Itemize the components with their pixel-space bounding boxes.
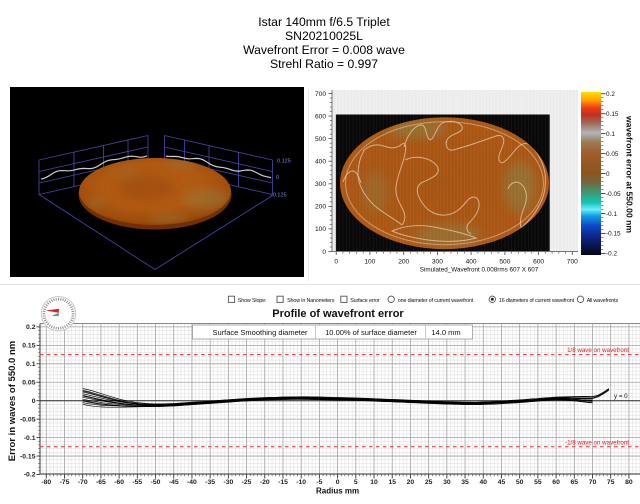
svg-text:700: 700 <box>315 91 326 98</box>
svg-text:-60: -60 <box>114 479 124 486</box>
svg-text:-65: -65 <box>96 479 106 486</box>
svg-text:60: 60 <box>552 479 560 486</box>
svg-text:-25: -25 <box>242 479 252 486</box>
svg-text:0.15: 0.15 <box>606 111 619 118</box>
svg-text:Error in waves of 550.0 nm: Error in waves of 550.0 nm <box>7 341 18 461</box>
svg-text:0.1: 0.1 <box>606 131 615 138</box>
svg-text:500: 500 <box>315 136 326 143</box>
svg-text:-1/8 wave on wavefront: -1/8 wave on wavefront <box>565 439 629 446</box>
svg-text:200: 200 <box>398 259 409 266</box>
svg-text:0.2: 0.2 <box>26 324 36 331</box>
svg-text:wavefront error at 550.00 nm: wavefront error at 550.00 nm <box>625 115 635 233</box>
svg-text:45: 45 <box>498 479 506 486</box>
svg-text:-35: -35 <box>205 479 215 486</box>
svg-text:300: 300 <box>432 259 443 266</box>
svg-text:20: 20 <box>407 479 415 486</box>
svg-text:15: 15 <box>388 479 396 486</box>
svg-text:0.15: 0.15 <box>22 343 35 350</box>
svg-text:600: 600 <box>533 259 544 266</box>
svg-text:700: 700 <box>567 259 578 266</box>
svg-text:75: 75 <box>607 479 615 486</box>
svg-text:-0.2: -0.2 <box>24 472 36 479</box>
svg-text:0.2: 0.2 <box>606 91 615 98</box>
svg-text:10.00% of surface diameter: 10.00% of surface diameter <box>325 328 417 337</box>
svg-text:100: 100 <box>364 259 375 266</box>
svg-text:30: 30 <box>443 479 451 486</box>
svg-text:-0.2: -0.2 <box>606 251 617 258</box>
svg-text:-20: -20 <box>260 479 270 486</box>
svg-text:0: 0 <box>32 398 36 405</box>
svg-text:-0.1: -0.1 <box>24 435 36 442</box>
svg-text:-0.05: -0.05 <box>606 191 621 198</box>
svg-text:200: 200 <box>315 204 326 211</box>
svg-text:0: 0 <box>276 175 279 181</box>
svg-text:-70: -70 <box>78 479 88 486</box>
svg-text:25: 25 <box>425 479 433 486</box>
svg-text:1/8 wave on wavefront: 1/8 wave on wavefront <box>567 347 629 354</box>
svg-text:100: 100 <box>315 226 326 233</box>
svg-text:Profile of wavefront error: Profile of wavefront error <box>272 308 404 320</box>
svg-text:Simulated_Wavefront 0.008rms: Simulated_Wavefront 0.008rms 607 X 607 <box>420 267 539 274</box>
svg-text:-50: -50 <box>151 479 161 486</box>
svg-text:0: 0 <box>336 479 340 486</box>
svg-text:Surface error: Surface error <box>350 298 380 304</box>
svg-text:y = 0: y = 0 <box>614 393 628 400</box>
svg-text:-10: -10 <box>296 479 306 486</box>
svg-text:0.125: 0.125 <box>277 159 291 165</box>
svg-text:400: 400 <box>315 159 326 166</box>
svg-text:65: 65 <box>571 479 579 486</box>
svg-text:-0.1: -0.1 <box>606 211 617 218</box>
svg-text:Show Slope:: Show Slope: <box>238 298 267 304</box>
svg-text:-0.05: -0.05 <box>20 416 36 423</box>
svg-text:-5: -5 <box>316 479 322 486</box>
svg-text:70: 70 <box>589 479 597 486</box>
svg-text:0: 0 <box>334 259 338 266</box>
svg-text:16 diameters of current wavefr: 16 diameters of current wavefront <box>499 298 575 304</box>
svg-text:400: 400 <box>466 259 477 266</box>
svg-text:300: 300 <box>315 181 326 188</box>
svg-text:0: 0 <box>606 171 610 178</box>
svg-text:-75: -75 <box>60 479 70 486</box>
svg-text:-55: -55 <box>132 479 142 486</box>
svg-text:0.05: 0.05 <box>606 151 619 158</box>
svg-text:All wavefronts: All wavefronts <box>587 298 619 304</box>
svg-text:5: 5 <box>354 479 358 486</box>
svg-text:-80: -80 <box>41 479 51 486</box>
svg-text:55: 55 <box>534 479 542 486</box>
svg-text:-40: -40 <box>187 479 197 486</box>
svg-text:Radius mm: Radius mm <box>316 487 359 496</box>
svg-text:40: 40 <box>479 479 487 486</box>
svg-text:-0.125: -0.125 <box>271 193 287 199</box>
svg-text:35: 35 <box>461 479 469 486</box>
svg-text:Surface Smoothing diameter: Surface Smoothing diameter <box>212 328 308 337</box>
svg-text:14.0 mm: 14.0 mm <box>431 328 460 337</box>
svg-text:-0.15: -0.15 <box>606 231 621 238</box>
svg-text:-15: -15 <box>278 479 288 486</box>
svg-text:0.1: 0.1 <box>26 361 36 368</box>
svg-text:-45: -45 <box>169 479 179 486</box>
svg-text:80: 80 <box>625 479 633 486</box>
svg-text:0: 0 <box>322 249 326 256</box>
svg-text:0.05: 0.05 <box>22 379 35 386</box>
svg-text:500: 500 <box>499 259 510 266</box>
svg-text:-0.15: -0.15 <box>20 453 36 460</box>
svg-text:one diameter of current wavefr: one diameter of current wavefront <box>398 298 474 304</box>
svg-text:Show in Nanometers: Show in Nanometers <box>287 298 335 304</box>
svg-text:50: 50 <box>516 479 524 486</box>
svg-text:10: 10 <box>370 479 378 486</box>
svg-text:-30: -30 <box>223 479 233 486</box>
svg-text:600: 600 <box>315 113 326 120</box>
